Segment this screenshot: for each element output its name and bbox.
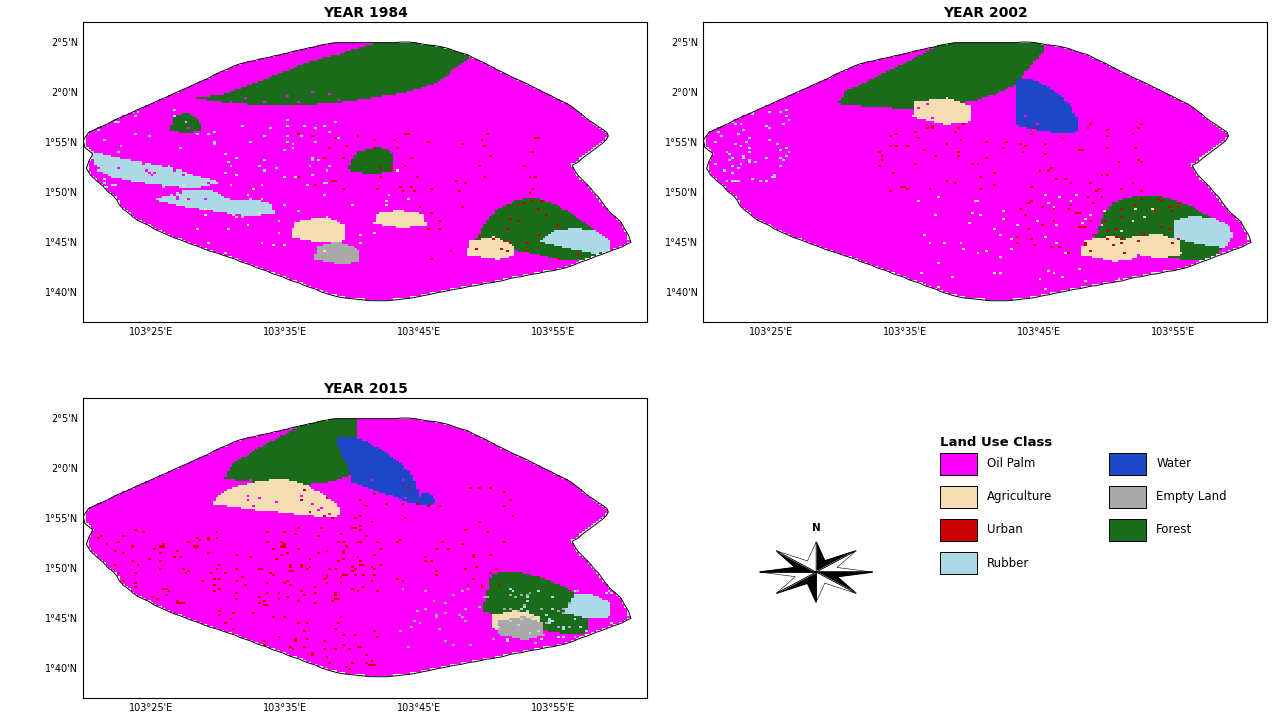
FancyBboxPatch shape: [941, 552, 977, 574]
Text: N: N: [812, 523, 820, 533]
FancyBboxPatch shape: [941, 486, 977, 508]
FancyBboxPatch shape: [941, 519, 977, 541]
Text: Oil Palm: Oil Palm: [987, 457, 1036, 470]
Polygon shape: [760, 551, 817, 572]
Text: Urban: Urban: [987, 523, 1023, 536]
Text: Land Use Class: Land Use Class: [941, 436, 1052, 449]
FancyBboxPatch shape: [1110, 519, 1146, 541]
Polygon shape: [817, 572, 873, 593]
FancyBboxPatch shape: [1110, 486, 1146, 508]
FancyBboxPatch shape: [1110, 453, 1146, 474]
Polygon shape: [776, 542, 817, 572]
FancyBboxPatch shape: [941, 453, 977, 474]
Title: YEAR 2015: YEAR 2015: [323, 382, 407, 397]
Polygon shape: [760, 572, 817, 593]
Polygon shape: [776, 572, 817, 602]
Text: Forest: Forest: [1156, 523, 1193, 536]
Text: Empty Land: Empty Land: [1156, 490, 1226, 503]
Polygon shape: [817, 551, 873, 572]
Title: YEAR 2002: YEAR 2002: [943, 6, 1028, 20]
Polygon shape: [817, 572, 856, 602]
Text: Rubber: Rubber: [987, 557, 1029, 570]
Polygon shape: [817, 542, 856, 572]
Text: Agriculture: Agriculture: [987, 490, 1052, 503]
Text: Water: Water: [1156, 457, 1192, 470]
Title: YEAR 1984: YEAR 1984: [323, 6, 407, 20]
